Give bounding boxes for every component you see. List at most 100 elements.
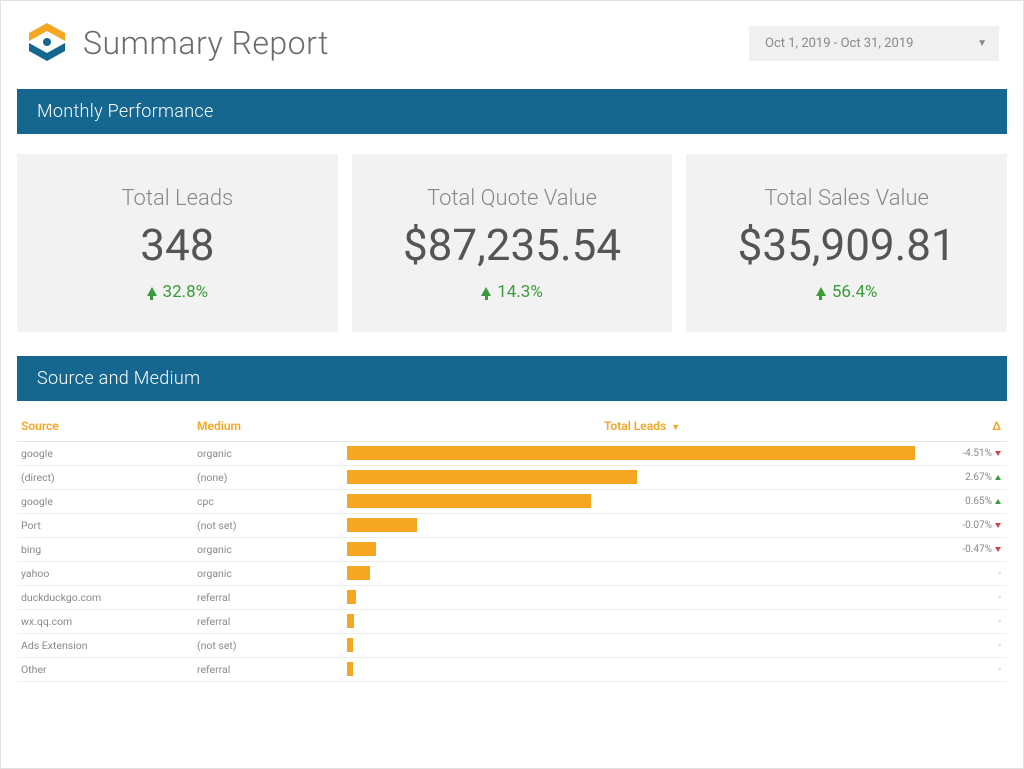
date-range-picker[interactable]: Oct 1, 2019 - Oct 31, 2019 ▼ — [749, 26, 999, 61]
col-source[interactable]: Source — [17, 419, 197, 433]
kpi-total-sales-value: Total Sales Value $35,909.81 56.4% — [686, 154, 1007, 332]
cell-delta: - — [937, 640, 1007, 651]
logo-icon — [25, 21, 69, 65]
cell-source: Port — [17, 519, 197, 532]
kpi-change: 56.4% — [816, 282, 878, 302]
cell-bar — [347, 638, 937, 652]
table-row: duckduckgo.comreferral - — [17, 586, 1007, 610]
cell-bar — [347, 446, 937, 460]
cell-source: wx.qq.com — [17, 615, 197, 628]
cell-medium: referral — [197, 615, 347, 628]
kpi-change: 32.8% — [147, 282, 209, 302]
cell-source: Other — [17, 663, 197, 676]
cell-delta: -0.47% — [937, 544, 1007, 555]
cell-bar — [347, 542, 937, 556]
bar-fill — [347, 542, 376, 556]
cell-delta: 2.67% — [937, 472, 1007, 483]
arrow-up-icon — [995, 499, 1001, 504]
table-row: (direct)(none) 2.67% — [17, 466, 1007, 490]
date-range-label: Oct 1, 2019 - Oct 31, 2019 — [765, 36, 913, 51]
arrow-up-icon — [147, 287, 157, 296]
table-row: Ads Extension(not set) - — [17, 634, 1007, 658]
cell-delta: - — [937, 592, 1007, 603]
delta-text: -0.47% — [962, 544, 992, 555]
table-header: Source Medium Total Leads ▼ Δ — [17, 419, 1007, 442]
kpi-total-quote-value: Total Quote Value $87,235.54 14.3% — [352, 154, 673, 332]
bar-fill — [347, 614, 354, 628]
cell-delta: -0.07% — [937, 520, 1007, 531]
bar-fill — [347, 566, 370, 580]
table-row: googlecpc 0.65% — [17, 490, 1007, 514]
bar-fill — [347, 518, 417, 532]
cell-delta: - — [937, 664, 1007, 675]
table-row: googleorganic -4.51% — [17, 442, 1007, 466]
cell-medium: (not set) — [197, 519, 347, 532]
bar-fill — [347, 638, 353, 652]
col-medium[interactable]: Medium — [197, 419, 347, 433]
kpi-value: $35,909.81 — [696, 219, 997, 271]
kpi-change-text: 14.3% — [497, 282, 543, 302]
cell-bar — [347, 662, 937, 676]
cell-source: (direct) — [17, 471, 197, 484]
bar-fill — [347, 662, 353, 676]
col-delta[interactable]: Δ — [937, 419, 1007, 433]
cell-source: google — [17, 495, 197, 508]
kpi-total-leads: Total Leads 348 32.8% — [17, 154, 338, 332]
chevron-down-icon: ▼ — [977, 38, 987, 49]
source-medium-table: Source Medium Total Leads ▼ Δ googleorga… — [1, 401, 1023, 682]
table-row: wx.qq.comreferral - — [17, 610, 1007, 634]
cell-source: duckduckgo.com — [17, 591, 197, 604]
header: Summary Report Oct 1, 2019 - Oct 31, 201… — [1, 1, 1023, 89]
page-title: Summary Report — [83, 24, 329, 62]
cell-medium: organic — [197, 543, 347, 556]
section-source-medium: Source and Medium — [17, 356, 1007, 401]
kpi-value: 348 — [27, 219, 328, 271]
arrow-down-icon — [995, 523, 1001, 528]
arrow-up-icon — [995, 475, 1001, 480]
table-row: Otherreferral- — [17, 658, 1007, 682]
header-left: Summary Report — [25, 21, 329, 65]
cell-medium: (not set) — [197, 639, 347, 652]
bar-fill — [347, 470, 637, 484]
cell-bar — [347, 614, 937, 628]
kpi-change-text: 32.8% — [163, 282, 209, 302]
cell-source: Ads Extension — [17, 639, 197, 652]
section-monthly-performance: Monthly Performance — [17, 89, 1007, 134]
cell-delta: - — [937, 616, 1007, 627]
cell-medium: cpc — [197, 495, 347, 508]
arrow-down-icon — [995, 547, 1001, 552]
kpi-label: Total Quote Value — [362, 186, 663, 211]
table-row: Port(not set) -0.07% — [17, 514, 1007, 538]
delta-text: -4.51% — [962, 448, 992, 459]
delta-text: 2.67% — [965, 472, 992, 483]
col-total-leads-label: Total Leads — [604, 419, 666, 433]
cell-medium: referral — [197, 591, 347, 604]
bar-fill — [347, 590, 356, 604]
cell-medium: organic — [197, 567, 347, 580]
bar-fill — [347, 494, 591, 508]
bar-fill — [347, 446, 915, 460]
arrow-up-icon — [816, 287, 826, 296]
table-row: yahooorganic - — [17, 562, 1007, 586]
cell-delta: -4.51% — [937, 448, 1007, 459]
col-total-leads[interactable]: Total Leads ▼ — [347, 419, 937, 433]
arrow-up-icon — [481, 287, 491, 296]
cell-bar — [347, 590, 937, 604]
kpi-label: Total Leads — [27, 186, 328, 211]
cell-medium: organic — [197, 447, 347, 460]
delta-text: -0.07% — [962, 520, 992, 531]
cell-medium: (none) — [197, 471, 347, 484]
cell-delta: 0.65% — [937, 496, 1007, 507]
cell-bar — [347, 566, 937, 580]
table-body: googleorganic-4.51%(direct)(none)2.67%go… — [17, 442, 1007, 682]
cell-source: yahoo — [17, 567, 197, 580]
cell-delta: - — [937, 568, 1007, 579]
kpi-change: 14.3% — [481, 282, 543, 302]
cell-bar — [347, 470, 937, 484]
sort-desc-icon: ▼ — [671, 423, 680, 433]
kpi-value: $87,235.54 — [362, 219, 663, 271]
cell-source: bing — [17, 543, 197, 556]
kpi-change-text: 56.4% — [832, 282, 878, 302]
cell-source: google — [17, 447, 197, 460]
cell-bar — [347, 494, 937, 508]
